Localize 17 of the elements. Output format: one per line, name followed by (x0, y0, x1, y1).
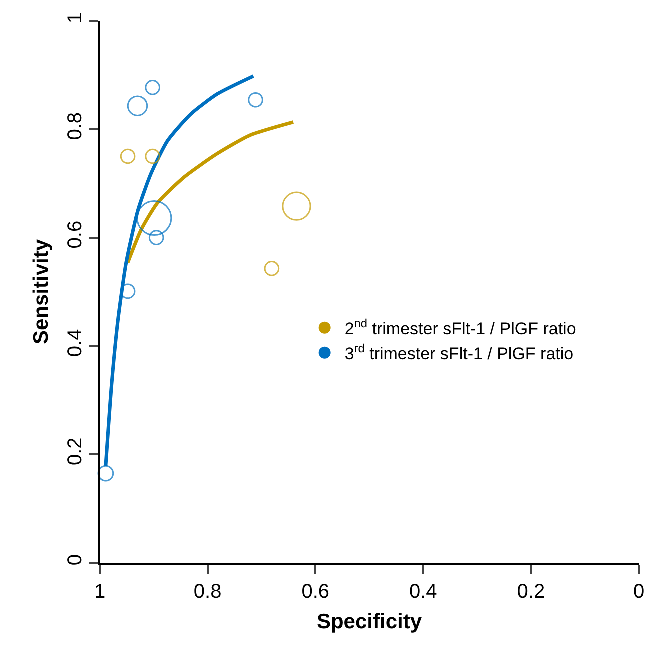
x-tick-label: 0.4 (409, 580, 438, 603)
x-tick-label: 0.2 (517, 580, 546, 603)
y-tick-label: 1 (64, 12, 86, 24)
x-tick-label: 0 (633, 580, 645, 603)
y-tick-label: 0.6 (64, 220, 86, 249)
line-series (126, 120, 296, 264)
legend-label: 3$^{rd}$ trimester sFlt-1 / PlGF ratio (344, 341, 574, 364)
y-tick-label: 0.4 (64, 329, 86, 358)
y-tick-label: 0.8 (64, 112, 86, 140)
y-tick-label: 0 (64, 554, 86, 566)
x-tick-label: 0.8 (194, 580, 222, 603)
legend-label: 2$^{nd}$ trimester sFlt-1 / PlGF ratio (344, 316, 576, 338)
x-axis-title: Specificity (316, 610, 422, 634)
x-tick-label: 0.6 (302, 580, 330, 603)
y-tick-label: 0.2 (64, 438, 86, 466)
y-axis-title: Sensitivity (30, 239, 53, 345)
x-tick-label: 1 (94, 580, 106, 603)
